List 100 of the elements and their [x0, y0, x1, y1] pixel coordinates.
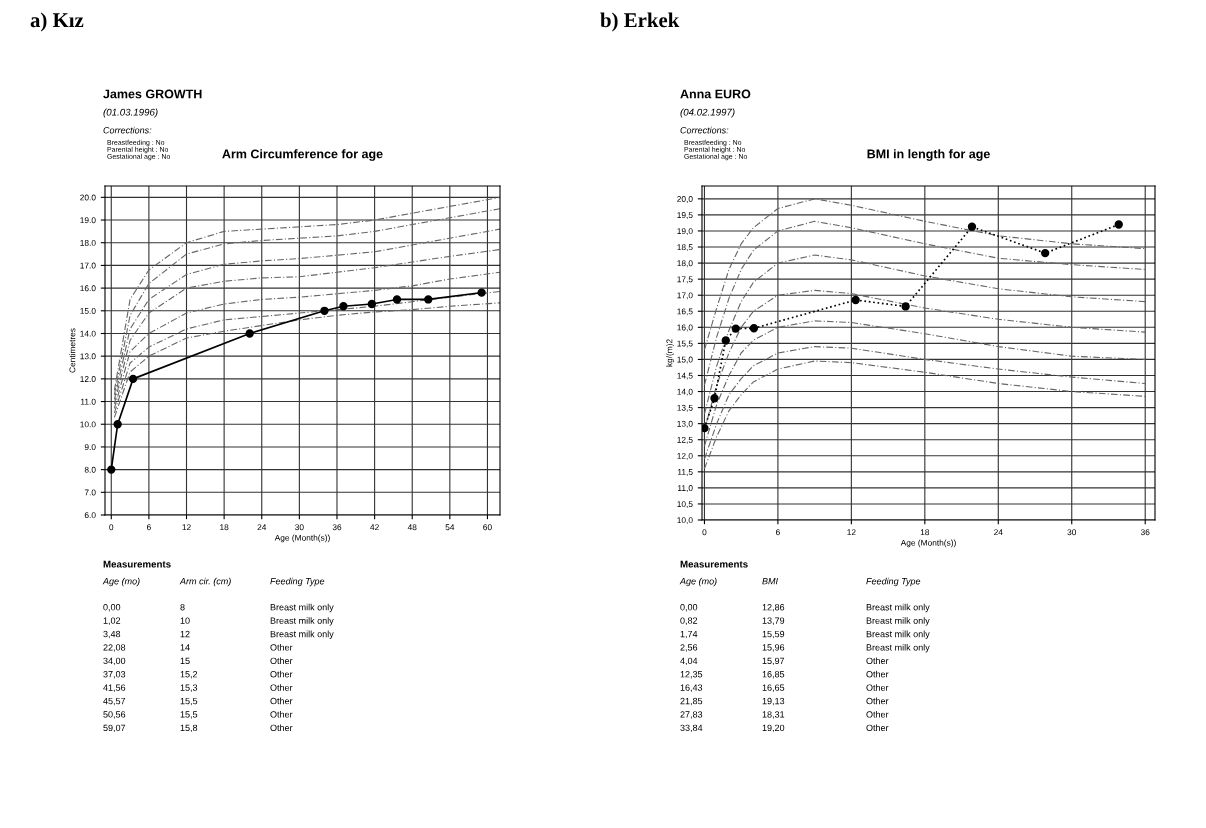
x-tick-label: 24: [257, 524, 267, 531]
text: 15,5: [180, 697, 198, 706]
text: 50,56: [103, 711, 126, 719]
text: Other: [270, 724, 293, 732]
y-tick-label: 17,0: [677, 292, 693, 300]
text: Corrections:: [103, 126, 152, 134]
x-tick-label: 0: [109, 524, 114, 531]
text: 12,35: [680, 671, 703, 679]
text: 41,56: [103, 684, 126, 692]
chart-subtitle: a) Kız: [30, 12, 84, 32]
text: 0,00: [103, 604, 121, 612]
text: Measurements: [103, 560, 171, 568]
text: Feeding Type: [866, 577, 921, 587]
y-tick-label: 15,5: [677, 340, 693, 348]
y-tick-label: 14,0: [677, 388, 693, 396]
y-tick-label: 18,0: [677, 260, 693, 268]
x-tick-label: 36: [1140, 529, 1150, 536]
text: 15,96: [762, 644, 785, 652]
y-tick-label: 7.0: [84, 489, 96, 496]
text: 13,79: [762, 617, 785, 625]
x-tick-label: 18: [220, 524, 229, 531]
text: Other: [270, 697, 293, 705]
text: Other: [866, 724, 889, 732]
x-tick-label: 36: [332, 524, 342, 531]
text: 8: [180, 604, 185, 611]
y-tick-label: 15,0: [677, 356, 693, 364]
x-tick-label: 6: [147, 524, 151, 531]
y-tick-label: 18,5: [677, 244, 693, 252]
text: Age (mo): [679, 577, 717, 587]
x-tick-label: 42: [370, 524, 379, 531]
chart-subtitle: b) Erkek: [600, 12, 680, 32]
text: Corrections:: [680, 126, 729, 134]
text: Other: [866, 697, 889, 705]
x-tick-label: 24: [994, 529, 1003, 536]
text: 15,8: [180, 724, 198, 733]
text: Breast milk only: [270, 617, 334, 626]
text: (01.03.1996): [103, 108, 158, 118]
y-tick-label: 16,0: [677, 324, 693, 332]
y-tick-label: 11,0: [678, 485, 693, 492]
text: 0,00: [680, 604, 698, 612]
x-tick-label: 12: [847, 529, 856, 536]
text: 0,82: [680, 617, 698, 625]
text: BMI: [762, 578, 778, 585]
y-tick-label: 20.0: [80, 194, 96, 201]
text: Other: [270, 710, 293, 718]
text: 16,65: [762, 684, 785, 692]
text: Other: [270, 684, 293, 691]
text: 34,00: [103, 657, 126, 666]
y-tick-label: 17.0: [80, 262, 96, 269]
text: 1,02: [103, 617, 121, 625]
text: 15,59: [762, 630, 785, 639]
y-tick-label: 6.0: [84, 512, 96, 519]
y-tick-label: 16.0: [80, 285, 96, 292]
text: 3,48: [103, 630, 121, 639]
y-axis-title: kg/(m)2: [666, 339, 674, 367]
y-tick-label: 13.0: [80, 353, 96, 360]
x-tick-label: 54: [445, 524, 455, 531]
x-tick-label: 6: [776, 529, 780, 536]
y-tick-label: 14,5: [677, 372, 693, 380]
y-tick-label: 16,5: [677, 308, 693, 316]
y-tick-label: 8.0: [84, 466, 96, 473]
text: 1,74: [680, 630, 698, 639]
text: 19,13: [762, 697, 785, 706]
text: 4,04: [680, 657, 698, 666]
y-tick-label: 9.0: [84, 444, 96, 451]
text: 15: [180, 657, 190, 665]
text: 18,31: [762, 711, 785, 719]
text: 16,43: [680, 684, 703, 692]
text: 37,03: [103, 671, 126, 679]
text: Breast milk only: [866, 617, 930, 626]
x-tick-label: 60: [483, 524, 492, 531]
text: Breast milk only: [866, 643, 930, 653]
chart-title: Arm Circumference for age: [222, 149, 383, 161]
text: 15,3: [180, 684, 198, 692]
y-tick-label: 10,5: [677, 501, 693, 509]
text: 12,86: [762, 604, 785, 612]
text: Other: [270, 657, 293, 665]
y-tick-label: 19.0: [80, 217, 96, 224]
x-tick-label: 12: [182, 524, 191, 531]
chart-title: BMI in length for age: [867, 149, 990, 161]
y-tick-label: 13,5: [677, 404, 693, 412]
text: Anna EURO: [680, 89, 751, 99]
text: 2,56: [680, 644, 698, 652]
x-tick-label: 18: [920, 529, 930, 536]
x-axis-title: Age (Month(s)): [900, 539, 956, 548]
y-tick-label: 12,0: [677, 452, 693, 460]
y-tick-label: 17,5: [677, 276, 693, 284]
text: 15,2: [180, 671, 198, 679]
text: Breast milk only: [866, 630, 930, 640]
text: Other: [866, 710, 889, 718]
y-tick-label: 14.0: [80, 330, 96, 337]
x-tick-label: 30: [295, 524, 304, 531]
y-tick-label: 19,5: [677, 212, 693, 219]
text: Breast milk only: [270, 603, 334, 613]
text: Arm cir. (cm): [179, 577, 231, 587]
y-tick-label: 11,5: [678, 469, 693, 476]
text: (04.02.1997): [680, 108, 735, 118]
text: Other: [270, 643, 293, 651]
y-tick-label: 13,0: [677, 420, 693, 428]
text: Age (mo): [102, 577, 140, 587]
